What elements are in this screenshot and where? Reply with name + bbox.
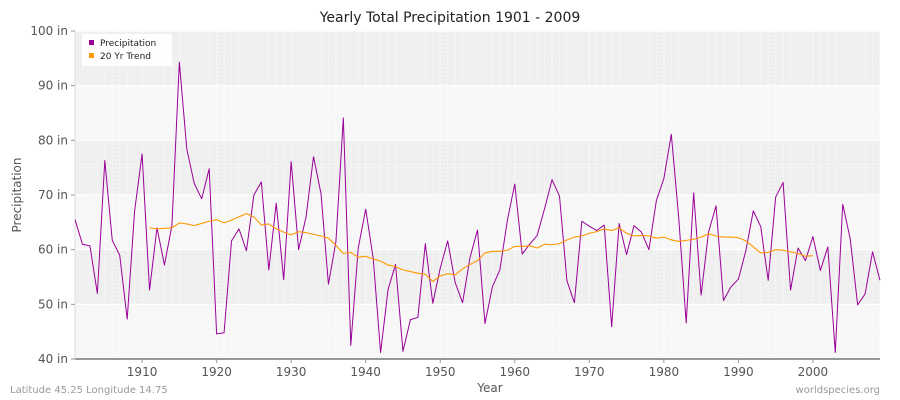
y-tick-label: 90 in xyxy=(38,79,68,93)
legend-box xyxy=(82,34,172,66)
x-tick-label: 1950 xyxy=(425,365,456,379)
series-layer xyxy=(74,61,881,353)
x-tick-label: 1920 xyxy=(201,365,232,379)
trend-line xyxy=(149,213,813,282)
x-tick-label: 1940 xyxy=(350,365,381,379)
x-tick-label: 1990 xyxy=(723,365,754,379)
axes xyxy=(71,30,880,363)
legend-swatch-trend xyxy=(89,53,94,58)
y-axis-label: Precipitation xyxy=(10,157,24,232)
x-tick-label: 1930 xyxy=(276,365,307,379)
y-tick-label: 50 in xyxy=(38,297,68,311)
footer-source: worldspecies.org xyxy=(796,385,880,396)
legend-label-precipitation: Precipitation xyxy=(100,39,156,49)
legend: Precipitation 20 Yr Trend xyxy=(82,34,172,66)
grid-lines xyxy=(74,30,881,360)
x-axis-label: Year xyxy=(476,381,502,395)
x-tick-label: 1960 xyxy=(499,365,530,379)
y-tick-label: 40 in xyxy=(38,352,68,366)
legend-label-trend: 20 Yr Trend xyxy=(100,52,151,62)
chart-title: Yearly Total Precipitation 1901 - 2009 xyxy=(319,10,581,26)
x-tick-label: 1980 xyxy=(649,365,680,379)
x-tick-label: 2000 xyxy=(798,365,829,379)
precipitation-line xyxy=(74,61,881,353)
y-tick-label: 100 in xyxy=(30,24,68,38)
x-tick-label: 1910 xyxy=(127,365,158,379)
tick-labels: 40 in 50 in 60 in 70 in 80 in 90 in 100 in 1910… xyxy=(30,24,828,379)
y-tick-label: 60 in xyxy=(38,243,68,257)
y-tick-label: 70 in xyxy=(38,188,68,202)
footer-coordinates: Latitude 45.25 Longitude 14.75 xyxy=(10,385,168,396)
legend-swatch-precipitation xyxy=(89,40,94,45)
y-tick-label: 80 in xyxy=(38,133,68,147)
x-tick-label: 1970 xyxy=(574,365,605,379)
